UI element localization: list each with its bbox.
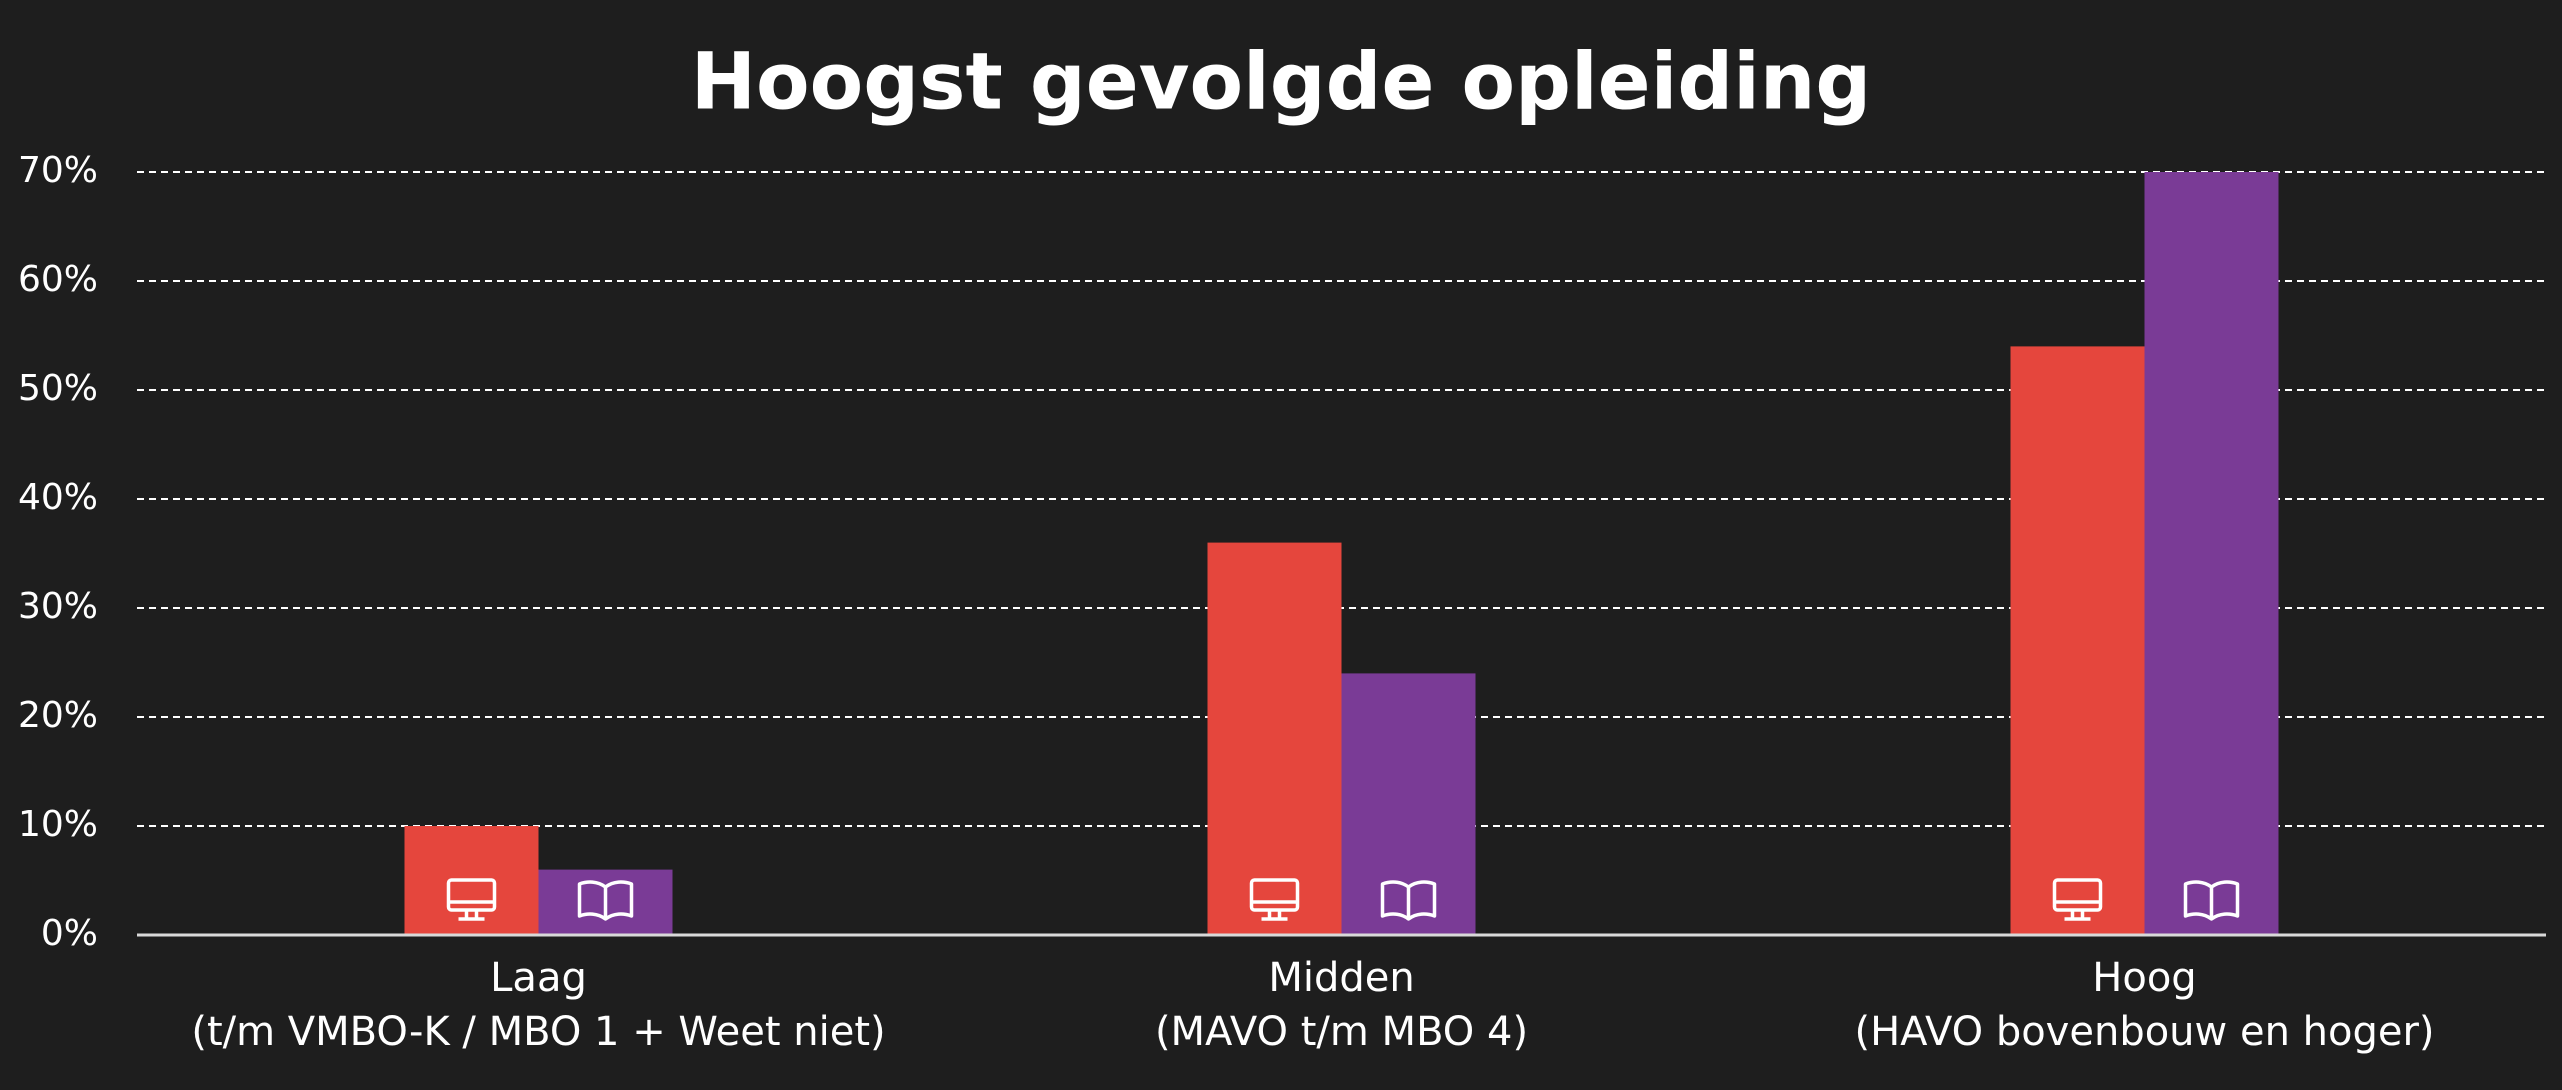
monitor-icon [2052, 878, 2103, 921]
y-tick-label: 60% [18, 259, 98, 300]
icon-part [2183, 880, 2240, 921]
icon-part [577, 880, 634, 921]
y-tick-label: 0% [41, 913, 98, 954]
x-tick-label: Laag (t/m VMBO-K / MBO 1 + Weet niet) [191, 955, 885, 1055]
book-icon [2183, 880, 2240, 921]
monitor-icon [446, 878, 497, 921]
icon-part [1249, 878, 1300, 912]
y-tick-label: 10% [18, 804, 98, 845]
bar [2010, 346, 2145, 935]
y-tick-label: 30% [18, 586, 98, 627]
icon-part [1380, 880, 1437, 921]
book-icon [577, 880, 634, 921]
icon-part [446, 878, 497, 912]
bar [2144, 172, 2279, 935]
book-icon [1380, 880, 1437, 921]
x-tick-label: Hoog (HAVO bovenbouw en hoger) [1854, 955, 2434, 1055]
chart-title: Hoogst gevolgde opleiding [691, 37, 1872, 127]
y-tick-label: 50% [18, 368, 98, 409]
x-tick-label: Midden (MAVO t/m MBO 4) [1155, 955, 1528, 1055]
bar [1207, 542, 1342, 935]
y-tick-label: 40% [18, 477, 98, 518]
monitor-icon [1249, 878, 1300, 921]
icon-part [2052, 878, 2103, 912]
y-tick-label: 70% [18, 150, 98, 191]
y-tick-label: 20% [18, 695, 98, 736]
